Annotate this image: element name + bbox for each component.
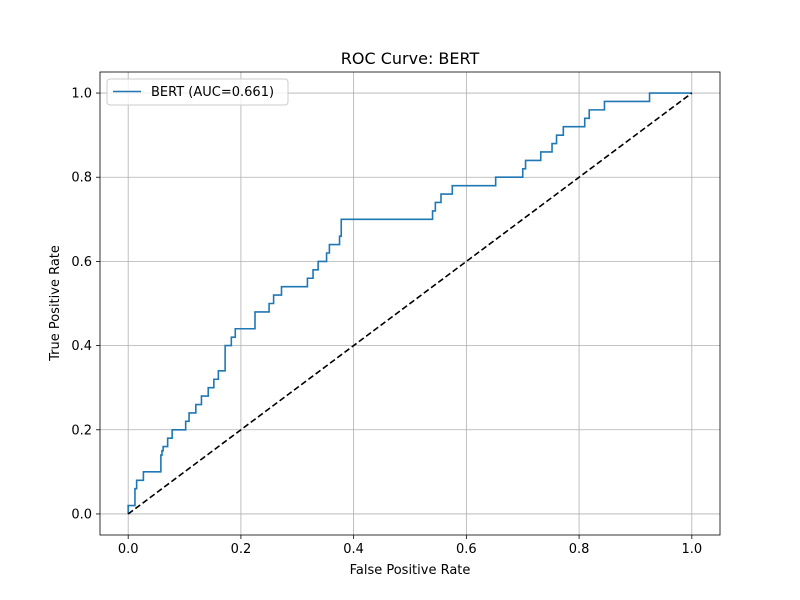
legend-label-bert: BERT (AUC=0.661) — [151, 85, 274, 100]
y-tick-label: 0.0 — [71, 507, 92, 522]
plot-frame — [99, 71, 721, 536]
diagonal-reference-line — [127, 92, 693, 515]
legend: BERT (AUC=0.661) — [106, 78, 289, 106]
grid — [100, 72, 720, 535]
legend-box — [106, 78, 289, 106]
x-tick-label: 0.6 — [456, 542, 477, 557]
y-tick-label: 0.6 — [71, 255, 92, 270]
ticks: 0.0 0.2 0.4 0.6 0.8 1.0 0.0 0.2 0.4 0.6 0.8 1.0 — [71, 87, 702, 557]
x-tick-label: 0.0 — [118, 542, 139, 557]
y-tick-label: 1.0 — [71, 87, 92, 102]
chart-title: ROC Curve: BERT — [341, 49, 480, 68]
x-tick-label: 1.0 — [681, 542, 702, 557]
x-tick-label: 0.4 — [343, 542, 364, 557]
series-layer — [127, 92, 693, 515]
x-tick-label: 0.8 — [569, 542, 590, 557]
y-tick-label: 0.4 — [71, 339, 92, 354]
y-tick-label: 0.8 — [71, 171, 92, 186]
y-tick-label: 0.2 — [71, 423, 92, 438]
x-tick-label: 0.2 — [231, 542, 252, 557]
roc-curve-bert — [127, 92, 692, 514]
x-axis-label: False Positive Rate — [350, 563, 471, 578]
y-axis-label: True Positive Rate — [48, 245, 63, 362]
